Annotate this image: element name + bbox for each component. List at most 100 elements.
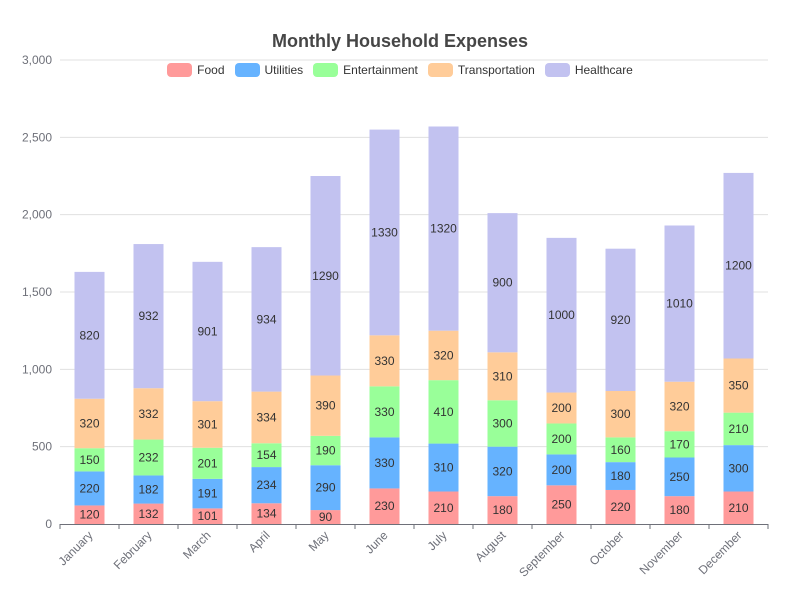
data-label: 1010	[666, 297, 693, 311]
legend-label: Entertainment	[343, 63, 418, 78]
data-label: 200	[551, 401, 571, 415]
y-tick-label: 0	[45, 517, 52, 531]
x-tick-label: December	[696, 528, 745, 577]
data-label: 180	[492, 503, 512, 517]
data-label: 134	[256, 507, 276, 521]
legend-swatch	[544, 63, 570, 78]
legend-swatch	[313, 63, 339, 78]
x-tick-label: October	[587, 528, 627, 568]
bar-segment	[133, 475, 164, 504]
data-label: 934	[256, 312, 276, 326]
bar-segment	[546, 392, 577, 424]
bar-segment	[251, 247, 282, 392]
data-label: 301	[197, 417, 217, 431]
legend-item[interactable]: Food	[167, 62, 225, 78]
bar-segment	[546, 454, 577, 486]
data-label: 1200	[725, 259, 752, 273]
legend-label: Transportation	[457, 63, 535, 78]
data-label: 330	[374, 354, 394, 368]
bar-segment	[428, 443, 459, 492]
bar-segment	[192, 508, 223, 524]
data-label: 310	[492, 369, 512, 383]
data-label: 250	[669, 470, 689, 484]
bar-segment	[369, 437, 400, 489]
data-label: 210	[728, 422, 748, 436]
x-tick-label: May	[306, 528, 332, 554]
bar-segment	[251, 503, 282, 524]
y-tick-label: 2,500	[22, 130, 52, 144]
data-label: 932	[138, 309, 158, 323]
data-label: 300	[492, 416, 512, 430]
data-label: 332	[138, 407, 158, 421]
data-label: 200	[551, 463, 571, 477]
data-label: 300	[728, 461, 748, 475]
bar-segment	[428, 380, 459, 444]
y-tick-label: 1,000	[22, 362, 52, 376]
data-label: 120	[79, 508, 99, 522]
bar-segment	[664, 496, 695, 524]
data-label: 170	[669, 437, 689, 451]
x-tick-label: February	[111, 528, 155, 572]
data-label: 250	[551, 498, 571, 512]
bar-segment	[192, 478, 223, 509]
legend-item[interactable]: Healthcare	[544, 62, 633, 78]
bar-segment	[192, 401, 223, 448]
data-label: 1320	[430, 222, 457, 236]
legend-label: Food	[197, 63, 225, 78]
x-tick-label: September	[516, 528, 567, 579]
data-label: 390	[315, 399, 335, 413]
legend-swatch	[167, 63, 193, 78]
data-label: 180	[669, 503, 689, 517]
data-label: 320	[492, 464, 512, 478]
data-label: 234	[256, 478, 276, 492]
bar-segment	[133, 503, 164, 524]
legend-swatch	[427, 63, 453, 78]
bar-segment	[310, 176, 341, 376]
data-label: 90	[319, 510, 333, 524]
legend-label: Utilities	[264, 63, 304, 78]
legend-item[interactable]: Transportation	[427, 62, 535, 78]
bar-segment	[487, 352, 518, 401]
bar-segment	[74, 471, 105, 506]
bar-segment	[369, 386, 400, 438]
y-tick-label: 500	[32, 440, 52, 454]
bar-segment	[133, 388, 164, 440]
data-label: 350	[728, 379, 748, 393]
bar-segment	[251, 443, 282, 468]
bar-segment	[310, 510, 341, 524]
bar-segment	[74, 398, 105, 449]
data-label: 300	[610, 407, 630, 421]
data-label: 320	[79, 416, 99, 430]
x-tick-label: April	[246, 528, 273, 555]
bar-segment	[723, 412, 754, 446]
data-label: 820	[79, 328, 99, 342]
data-label: 200	[551, 432, 571, 446]
bar-segment	[664, 381, 695, 432]
bar-segment	[192, 447, 223, 479]
bar-segment	[74, 448, 105, 472]
data-label: 1330	[371, 225, 398, 239]
data-label: 320	[433, 348, 453, 362]
data-label: 201	[197, 456, 217, 470]
bar-segment	[605, 390, 636, 438]
bar-segment	[605, 462, 636, 490]
bar-segment	[133, 244, 164, 389]
data-label: 330	[374, 456, 394, 470]
bar-segment	[487, 213, 518, 353]
data-label: 310	[433, 461, 453, 475]
x-tick-label: August	[472, 528, 509, 565]
legend-item[interactable]: Entertainment	[313, 62, 418, 78]
bar-segment	[74, 271, 105, 399]
legend-item[interactable]: Utilities	[234, 62, 304, 78]
data-label: 101	[197, 509, 217, 523]
data-label: 920	[610, 313, 630, 327]
data-label: 290	[315, 481, 335, 495]
data-label: 320	[669, 399, 689, 413]
bar-segment	[487, 446, 518, 497]
bar-segment	[546, 237, 577, 393]
data-label: 160	[610, 443, 630, 457]
bar-segment	[428, 330, 459, 381]
bar-segment	[487, 496, 518, 524]
bar-segment	[605, 489, 636, 524]
data-label: 900	[492, 276, 512, 290]
